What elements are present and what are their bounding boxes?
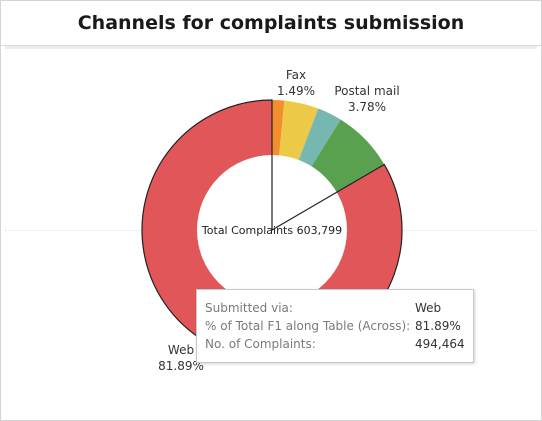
header-divider [5,46,537,49]
data-label-postal-mail-label: Postal mail [334,84,399,98]
tooltip-label: No. of Complaints: [205,337,316,351]
data-label-postal-mail-percent: 3.78% [348,100,386,114]
data-label-fax-percent: 1.49% [277,84,315,98]
center-label: Total Complaints 603,799 [201,224,342,237]
tooltip-row-submitted: Submitted via: Web [205,301,465,319]
chart-title: Channels for complaints submission [77,12,465,34]
tooltip-value: 494,464 [415,337,465,351]
tooltip-row-percent: % of Total F1 along Table (Across): 81.8… [205,319,465,337]
tooltip-value: Web [415,301,442,315]
tooltip: Submitted via: Web % of Total F1 along T… [196,289,474,363]
title-bar: Channels for complaints submission [1,1,541,46]
data-label-web-label: Web [168,343,194,357]
tooltip-value: 81.89% [415,319,461,333]
tooltip-label: % of Total F1 along Table (Across): [205,319,411,333]
data-label-fax-label: Fax [286,68,306,82]
data-label-web-percent: 81.89% [158,359,204,373]
tooltip-label: Submitted via: [205,301,293,315]
tooltip-row-count: No. of Complaints: 494,464 [205,337,465,355]
